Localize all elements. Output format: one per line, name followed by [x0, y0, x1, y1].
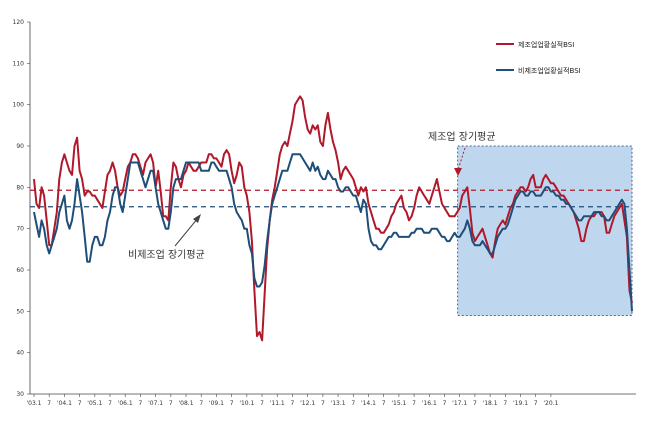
x-tick-label: '07.1 [148, 400, 163, 407]
x-tick-label: '11.1 [270, 400, 285, 407]
x-tick-label: 7 [473, 400, 477, 407]
x-tick-label: 7 [47, 400, 51, 407]
x-tick-label: 7 [139, 400, 143, 407]
x-tick-label: 7 [108, 400, 112, 407]
x-tick-label: '10.1 [239, 400, 254, 407]
manufacturing-average-label: 제조업 장기평균 [428, 130, 496, 143]
x-tick-label: '08.1 [179, 400, 194, 407]
highlight-region-group [457, 145, 633, 316]
x-tick-label: 7 [169, 400, 173, 407]
x-tick-label: 7 [534, 400, 538, 407]
x-tick-label: 7 [382, 400, 386, 407]
x-tick-label: '17.1 [452, 400, 467, 407]
x-tick-label: 7 [412, 400, 416, 407]
y-tick-label: 40 [16, 350, 24, 357]
x-tick-label: '12.1 [300, 400, 315, 407]
x-tick-label: '09.1 [209, 400, 224, 407]
series-group [33, 95, 633, 342]
nonmanufacturing-average-arrowhead [193, 214, 201, 223]
y-tick-label: 80 [16, 184, 24, 191]
axes-group: 30 40 50 60 70 80 90 100 110 120 '03.1 7 '04.1 7 '05.1… [13, 19, 636, 407]
x-tick-label: 7 [199, 400, 203, 407]
x-tick-label: 7 [78, 400, 82, 407]
x-tick-label: 7 [351, 400, 355, 407]
x-tick-label: 7 [291, 400, 295, 407]
highlight-region [457, 145, 633, 316]
y-tick-label: 120 [13, 19, 25, 26]
x-tick-label: '15.1 [391, 400, 406, 407]
y-tick-label: 50 [16, 308, 24, 315]
y-tick-label: 100 [13, 102, 25, 109]
nonmanufacturing-average-arrow [174, 217, 199, 247]
x-tick-label: '04.1 [57, 400, 72, 407]
nonmanufacturing-bsi-line [33, 153, 633, 312]
x-tick-label: '18.1 [483, 400, 498, 407]
x-tick-label: 7 [321, 400, 325, 407]
x-tick-label: '16.1 [422, 400, 437, 407]
y-tick-label: 90 [16, 143, 24, 150]
x-tick-label: '06.1 [118, 400, 133, 407]
x-tick-label: 7 [230, 400, 234, 407]
y-tick-label: 110 [13, 60, 25, 67]
y-tick-label: 70 [16, 226, 24, 233]
legend-label: 제조업업황실적BSI [518, 40, 574, 49]
manufacturing-bsi-line [33, 95, 633, 342]
legend: 제조업업황실적BSI 비제조업업황실적BSI [496, 40, 581, 75]
y-tick-label: 30 [16, 391, 24, 398]
average-lines-group [30, 189, 632, 208]
x-tick-label: '20.1 [543, 400, 558, 407]
x-tick-label: 7 [260, 400, 264, 407]
x-tick-label: '14.1 [361, 400, 376, 407]
nonmanufacturing-average-label: 비제조업 장기평균 [128, 248, 205, 261]
x-tick-label: '13.1 [331, 400, 346, 407]
x-tick-label: '19.1 [513, 400, 528, 407]
x-tick-label: 7 [503, 400, 507, 407]
y-tick-label: 60 [16, 267, 24, 274]
x-tick-label: 7 [443, 400, 447, 407]
x-tick-label: '03.1 [26, 400, 41, 407]
x-tick-label: '05.1 [87, 400, 102, 407]
manufacturing-average-arrowhead [454, 168, 462, 176]
legend-label: 비제조업업황실적BSI [518, 66, 581, 75]
